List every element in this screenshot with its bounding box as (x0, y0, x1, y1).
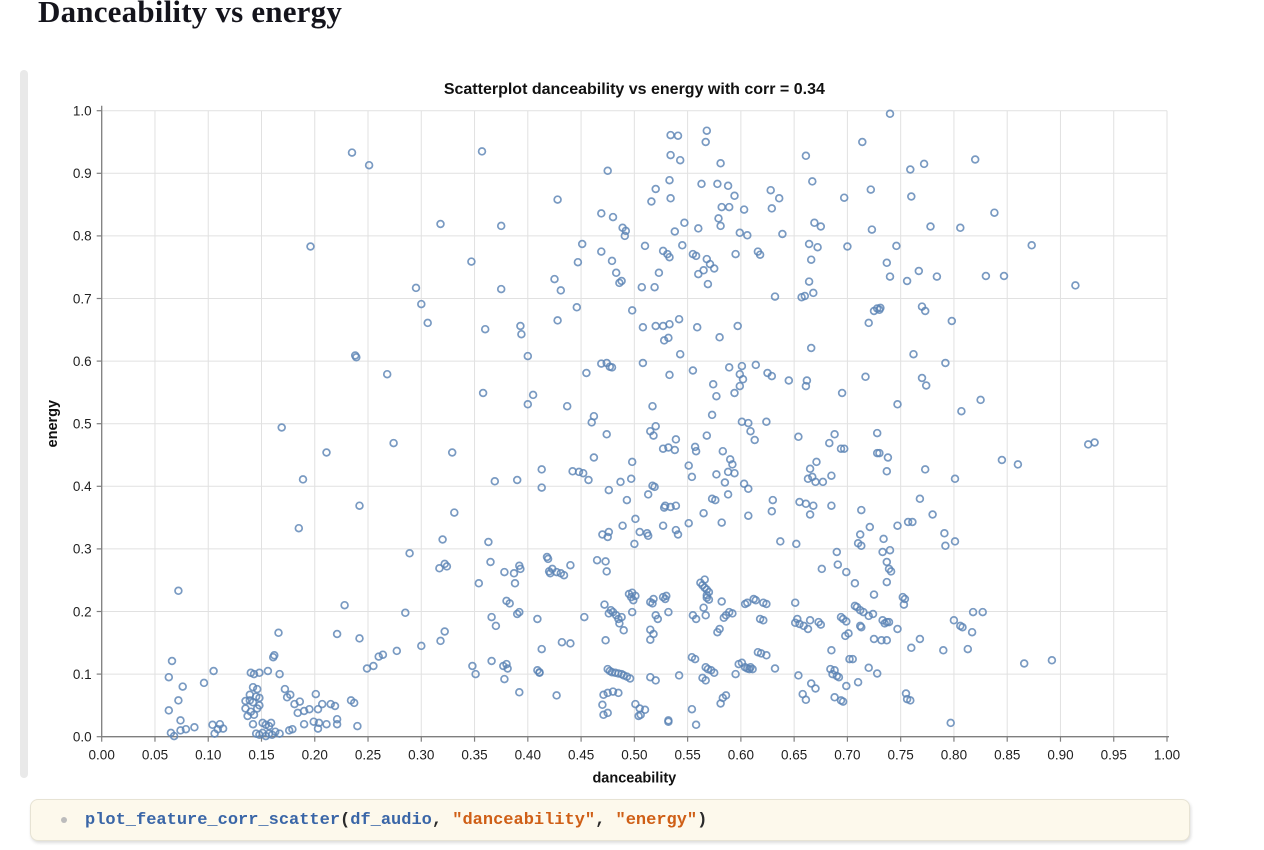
code-cell: plot_feature_corr_scatter(df_audio, "dan… (30, 799, 1190, 841)
svg-text:0.30: 0.30 (408, 748, 434, 763)
svg-text:0.20: 0.20 (302, 748, 328, 763)
svg-text:1.00: 1.00 (1154, 748, 1180, 763)
svg-text:0.00: 0.00 (89, 748, 115, 763)
svg-text:0.2: 0.2 (73, 604, 92, 619)
svg-text:0.35: 0.35 (461, 748, 487, 763)
svg-text:Scatterplot danceability vs en: Scatterplot danceability vs energy with … (444, 81, 825, 98)
svg-text:danceability: danceability (592, 771, 676, 787)
svg-text:0.5: 0.5 (73, 417, 92, 432)
code-token: , (595, 810, 616, 830)
svg-text:0.15: 0.15 (248, 748, 274, 763)
svg-text:0.40: 0.40 (515, 748, 541, 763)
svg-text:0.65: 0.65 (781, 748, 807, 763)
svg-text:0.95: 0.95 (1101, 748, 1127, 763)
code-token: , (431, 810, 453, 830)
svg-text:0.4: 0.4 (73, 479, 92, 494)
svg-text:0.55: 0.55 (674, 748, 700, 763)
svg-text:0.3: 0.3 (73, 542, 92, 557)
svg-text:0.80: 0.80 (941, 748, 967, 763)
svg-text:0.85: 0.85 (994, 748, 1020, 763)
page-title: Danceability vs energy (38, 0, 343, 29)
bullet-icon (61, 817, 67, 823)
svg-text:0.90: 0.90 (1047, 748, 1073, 763)
svg-text:0.6: 0.6 (73, 354, 92, 369)
code-token: ( (340, 810, 351, 830)
cell-output-stripe (20, 70, 28, 778)
svg-text:energy: energy (45, 400, 61, 448)
code-token: df_audio (350, 810, 432, 830)
svg-text:0.0: 0.0 (73, 730, 92, 745)
svg-text:0.9: 0.9 (73, 166, 92, 181)
code-line: plot_feature_corr_scatter(df_audio, "dan… (85, 811, 707, 830)
svg-text:0.25: 0.25 (355, 748, 381, 763)
svg-text:0.05: 0.05 (142, 748, 168, 763)
code-token: "danceability" (452, 810, 596, 830)
svg-text:0.60: 0.60 (728, 748, 754, 763)
svg-text:0.8: 0.8 (73, 229, 92, 244)
code-token: plot_feature_corr_scatter (85, 810, 341, 830)
scatter-chart: 0.00 0.05 0.10 0.15 0.20 0.25 0.30 0.35 0.40 0.45… (30, 68, 1180, 790)
svg-text:0.70: 0.70 (834, 748, 860, 763)
svg-text:1.0: 1.0 (73, 104, 92, 119)
svg-text:0.10: 0.10 (195, 748, 221, 763)
svg-text:0.7: 0.7 (73, 291, 92, 306)
svg-text:0.45: 0.45 (568, 748, 594, 763)
code-token: ) (697, 810, 708, 830)
svg-text:0.50: 0.50 (621, 748, 647, 763)
svg-text:0.1: 0.1 (73, 667, 92, 682)
code-token: "energy" (615, 810, 698, 830)
scatter-chart-svg: 0.00 0.05 0.10 0.15 0.20 0.25 0.30 0.35 0.40 0.45… (45, 81, 1180, 787)
svg-text:0.75: 0.75 (888, 748, 914, 763)
